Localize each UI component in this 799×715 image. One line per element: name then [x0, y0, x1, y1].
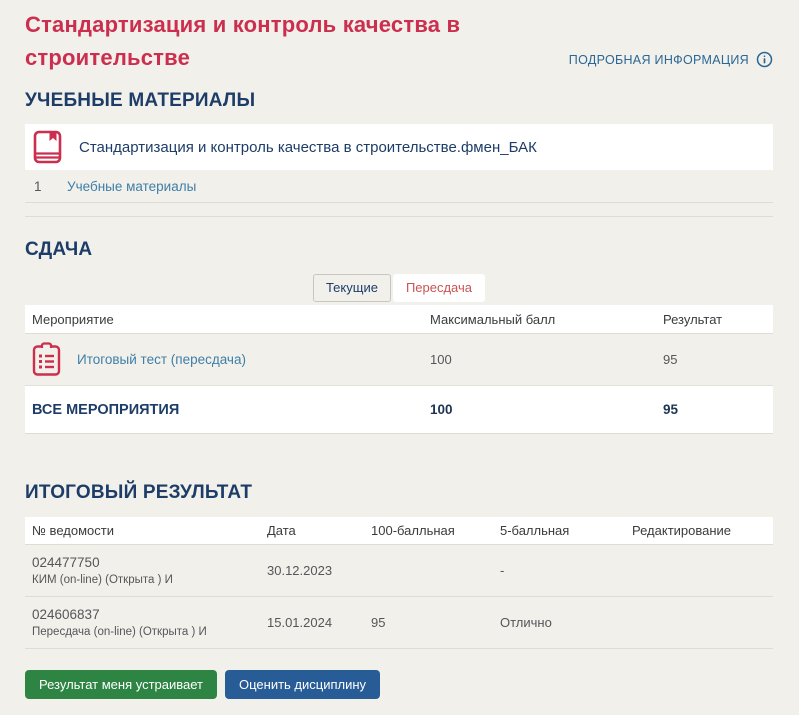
table-row: 024477750 КИМ (on-line) (Открыта ) И 30.… — [25, 545, 773, 597]
event-cell: Итоговый тест (пересдача) — [25, 342, 423, 377]
column-result: Результат — [663, 311, 723, 327]
final-result-heading: ИТОГОВЫЙ РЕЗУЛЬТАТ — [25, 482, 253, 503]
tab-retake[interactable]: Пересдача — [392, 274, 486, 302]
table-row: 024606837 Пересдача (on-line) (Открыта )… — [25, 597, 773, 649]
submission-tabs: Текущие Пересдача — [25, 274, 773, 302]
materials-row-link[interactable]: Учебные материалы — [67, 178, 197, 194]
table-row: Итоговый тест (пересдача) 100 95 — [25, 334, 773, 386]
column-5-scale: 5-балльная — [500, 523, 570, 538]
column-max-score: Максимальный балл — [430, 311, 556, 327]
sheet-score-5: Отлично — [500, 615, 552, 630]
sheet-score-5: - — [500, 563, 505, 578]
accept-result-button[interactable]: Результат меня устраивает — [25, 670, 218, 699]
sheet-cell: 024477750 КИМ (on-line) (Открыта ) И — [25, 555, 260, 586]
total-row: ВСЕ МЕРОПРИЯТИЯ 100 95 — [25, 386, 773, 434]
section-divider — [25, 216, 773, 217]
sheet-cell: 024606837 Пересдача (on-line) (Открыта )… — [25, 607, 260, 638]
sheet-date: 30.12.2023 — [267, 563, 333, 578]
final-result-table: № ведомости Дата 100-балльная 5-балльная… — [25, 517, 773, 649]
event-link[interactable]: Итоговый тест (пересдача) — [77, 352, 246, 367]
sheet-type: КИМ (on-line) (Открыта ) И — [32, 574, 173, 586]
course-card-label: Стандартизация и контроль качества в стр… — [79, 138, 537, 156]
book-icon — [33, 130, 62, 164]
materials-row-number: 1 — [34, 178, 42, 194]
materials-row: 1 Учебные материалы — [25, 170, 773, 203]
sheet-type: Пересдача (on-line) (Открыта ) И — [32, 626, 207, 638]
page-header: Стандартизация и контроль качества в стр… — [25, 8, 773, 74]
detailed-info-label: ПОДРОБНАЯ ИНФОРМАЦИЯ — [568, 52, 749, 67]
sheet-date: 15.01.2024 — [267, 615, 333, 630]
event-max-score: 100 — [430, 352, 452, 367]
submission-table: Мероприятие Максимальный балл Результат — [25, 305, 773, 434]
page-title: Стандартизация и контроль качества в стр… — [25, 12, 461, 70]
column-sheet-number: № ведомости — [32, 523, 114, 538]
column-editing: Редактирование — [632, 523, 732, 538]
detailed-info-link[interactable]: ПОДРОБНАЯ ИНФОРМАЦИЯ — [569, 51, 773, 68]
final-table-header: № ведомости Дата 100-балльная 5-балльная… — [25, 517, 773, 545]
total-label: ВСЕ МЕРОПРИЯТИЯ — [32, 401, 180, 418]
materials-heading: УЧЕБНЫЕ МАТЕРИАЛЫ — [25, 90, 256, 111]
column-100-scale: 100-балльная — [371, 523, 455, 538]
action-buttons: Результат меня устраивает Оценить дисцип… — [25, 670, 773, 699]
clipboard-test-icon — [32, 342, 61, 377]
rate-discipline-button[interactable]: Оценить дисциплину — [225, 670, 381, 699]
column-date: Дата — [267, 523, 296, 538]
tab-current[interactable]: Текущие — [312, 274, 391, 302]
total-max-score: 100 — [430, 402, 453, 417]
submission-table-header: Мероприятие Максимальный балл Результат — [25, 305, 773, 334]
course-card[interactable]: Стандартизация и контроль качества в стр… — [25, 124, 773, 170]
sheet-score-100: 95 — [371, 615, 386, 630]
total-result: 95 — [663, 402, 679, 417]
event-result: 95 — [663, 352, 678, 367]
info-icon — [756, 51, 773, 68]
column-event: Мероприятие — [32, 311, 114, 327]
submission-heading: СДАЧА — [25, 239, 93, 260]
page: Стандартизация и контроль качества в стр… — [25, 8, 773, 699]
sheet-number: 024606837 — [32, 607, 100, 622]
sheet-number: 024477750 — [32, 555, 100, 570]
